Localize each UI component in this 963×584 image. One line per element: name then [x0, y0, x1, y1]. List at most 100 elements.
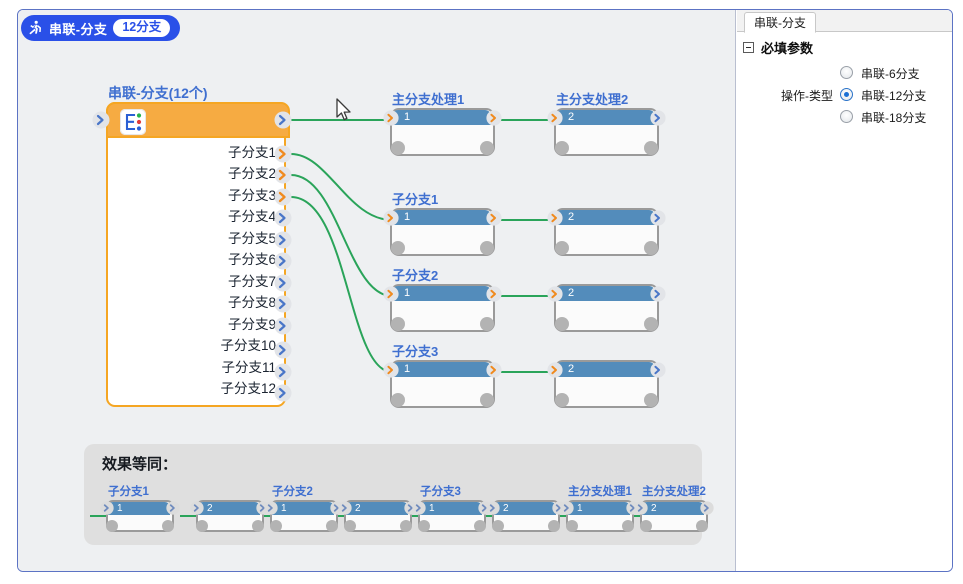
node-input-connector-icon[interactable] [486, 501, 500, 515]
radio-option-1[interactable] [840, 88, 853, 101]
node-output-connector-icon[interactable] [486, 210, 502, 226]
flow-title-pill[interactable]: 串联-分支 12分支 [21, 15, 181, 41]
node-input-connector-icon[interactable] [547, 362, 563, 378]
node-handle-bottom-right[interactable] [644, 141, 658, 155]
property-option-row[interactable]: 串联-6分支 [737, 62, 952, 84]
branch-row[interactable]: 子分支2 [108, 162, 288, 184]
process-node-main2[interactable]: 主分支处理2 2 [547, 92, 666, 156]
branch-row[interactable]: 子分支1 [108, 140, 288, 162]
node-output-connector-icon[interactable] [700, 501, 714, 515]
node-handle-bottom-left[interactable] [555, 241, 569, 255]
node-output-connector-icon[interactable] [650, 110, 666, 126]
branch-row[interactable]: 子分支7 [108, 269, 288, 291]
node-input-connector-icon[interactable] [100, 501, 114, 515]
property-option-row[interactable]: 操作-类型 串联-12分支 [737, 84, 952, 106]
node-output-connector-icon[interactable] [486, 110, 502, 126]
node-handle-bottom-left[interactable] [492, 520, 504, 532]
tab-properties[interactable]: 串联-分支 [744, 12, 816, 33]
branch-row[interactable]: 子分支9 [108, 312, 288, 334]
node-output-connector-icon[interactable] [486, 286, 502, 302]
node-handle-bottom-right[interactable] [622, 520, 634, 532]
node-handle-bottom-left[interactable] [555, 317, 569, 331]
node-handle-bottom-right[interactable] [480, 241, 494, 255]
node-handle-bottom-left[interactable] [391, 141, 405, 155]
node-handle-bottom-right[interactable] [252, 520, 264, 532]
process-node-sub3-a[interactable]: 子分支3 1 [383, 344, 502, 408]
node-handle-bottom-right[interactable] [696, 520, 708, 532]
node-handle-bottom-right[interactable] [644, 317, 658, 331]
node-output-connector-icon[interactable] [486, 362, 502, 378]
branch-row[interactable]: 子分支12 [108, 377, 288, 399]
node-handle-bottom-right[interactable] [480, 317, 494, 331]
node-handle-bottom-left[interactable] [391, 241, 405, 255]
branch-row[interactable]: 子分支6 [108, 248, 288, 270]
flow-canvas[interactable]: 串联-分支 12分支 [18, 10, 736, 571]
node-input-connector-icon[interactable] [338, 501, 352, 515]
radio-option-0[interactable] [840, 66, 853, 79]
property-option-row[interactable]: 串联-18分支 [737, 106, 952, 128]
node-input-connector-icon[interactable] [383, 110, 399, 126]
node-input-connector-icon[interactable] [383, 286, 399, 302]
node-handle-bottom-left[interactable] [418, 520, 430, 532]
node-input-connector-icon[interactable] [560, 501, 574, 515]
node-input-connector-icon[interactable] [264, 501, 278, 515]
branch-row[interactable]: 子分支4 [108, 205, 288, 227]
node-handle-bottom-right[interactable] [644, 393, 658, 407]
collapse-minus-icon[interactable] [743, 42, 754, 53]
equivalent-node[interactable]: 子分支3 1 [412, 486, 492, 532]
node-handle-bottom-left[interactable] [344, 520, 356, 532]
node-handle-bottom-left[interactable] [566, 520, 578, 532]
equivalent-node[interactable]: 主分支处理2 2 [634, 486, 714, 532]
node-handle-bottom-right[interactable] [162, 520, 174, 532]
node-handle-bottom-right[interactable] [400, 520, 412, 532]
node-handle-bottom-right[interactable] [644, 241, 658, 255]
node-handle-bottom-right[interactable] [548, 520, 560, 532]
node-handle-bottom-left[interactable] [196, 520, 208, 532]
node-handle-bottom-left[interactable] [555, 393, 569, 407]
node-handle-bottom-right[interactable] [326, 520, 338, 532]
property-group-header[interactable]: 必填参数 [743, 38, 813, 57]
process-node-sub2-a[interactable]: 子分支2 1 [383, 268, 502, 332]
node-handle-bottom-left[interactable] [270, 520, 282, 532]
node-input-connector-icon[interactable] [383, 362, 399, 378]
radio-option-2[interactable] [840, 110, 853, 123]
node-handle-bottom-right[interactable] [480, 393, 494, 407]
node-output-connector-icon[interactable] [650, 210, 666, 226]
process-node-sub3-b[interactable]: 2 [547, 360, 666, 408]
radio-option-0-label: 串联-6分支 [861, 66, 920, 81]
equivalent-node[interactable]: 子分支2 1 [264, 486, 344, 532]
node-handle-bottom-left[interactable] [640, 520, 652, 532]
node-handle-bottom-right[interactable] [480, 141, 494, 155]
node-input-connector-icon[interactable] [383, 210, 399, 226]
equivalent-node[interactable]: 2 [338, 500, 418, 532]
branch-node[interactable]: 子分支1 子分支2 子分支3 子分支4 子分支5 子分支6 子分支7 子分支8 … [106, 102, 290, 407]
equivalent-node[interactable]: 主分支处理1 1 [560, 486, 640, 532]
process-node-main1[interactable]: 主分支处理1 1 [383, 92, 502, 156]
equivalent-node[interactable]: 子分支1 1 [100, 486, 180, 532]
node-input-connector-icon[interactable] [190, 501, 204, 515]
node-handle-bottom-left[interactable] [555, 141, 569, 155]
branch-row[interactable]: 子分支10 [108, 334, 288, 356]
process-node-sub1-b[interactable]: 2 [547, 208, 666, 256]
node-input-connector-icon[interactable] [547, 210, 563, 226]
branch-row[interactable]: 子分支11 [108, 355, 288, 377]
node-handle-bottom-left[interactable] [391, 393, 405, 407]
node-handle-bottom-right[interactable] [474, 520, 486, 532]
branch-row[interactable]: 子分支8 [108, 291, 288, 313]
equivalent-node[interactable]: 2 [190, 500, 270, 532]
node-handle-bottom-left[interactable] [391, 317, 405, 331]
node-input-connector-icon[interactable] [634, 501, 648, 515]
branch-row[interactable]: 子分支5 [108, 226, 288, 248]
node-input-connector-icon[interactable] [547, 286, 563, 302]
node-handle-bottom-left[interactable] [106, 520, 118, 532]
node-input-connector-icon[interactable] [412, 501, 426, 515]
branch-row[interactable]: 子分支3 [108, 183, 288, 205]
process-node-sub2-b[interactable]: 2 [547, 284, 666, 332]
equivalent-node[interactable]: 2 [486, 500, 566, 532]
node-input-connector-icon[interactable] [547, 110, 563, 126]
process-node-sub1-a[interactable]: 子分支1 1 [383, 192, 502, 256]
node-output-connector-icon[interactable] [166, 501, 180, 515]
node-output-connector-icon[interactable] [650, 286, 666, 302]
node-output-connector-icon[interactable] [650, 362, 666, 378]
